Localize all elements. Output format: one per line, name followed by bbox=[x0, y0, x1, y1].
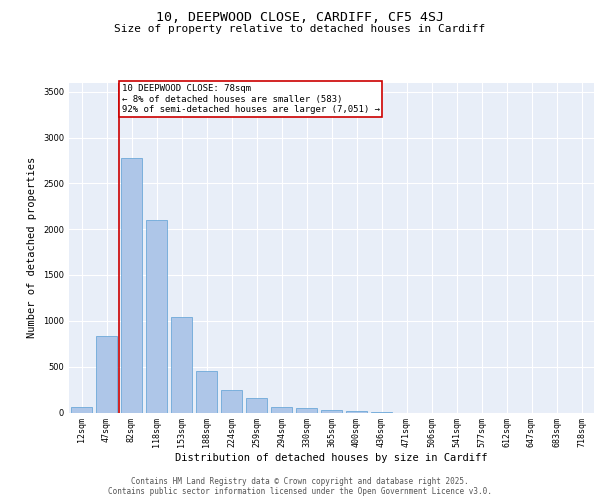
Bar bbox=[121, 158, 142, 412]
Bar bbox=[271, 408, 292, 412]
Text: 10 DEEPWOOD CLOSE: 78sqm
← 8% of detached houses are smaller (583)
92% of semi-d: 10 DEEPWOOD CLOSE: 78sqm ← 8% of detache… bbox=[121, 84, 380, 114]
Bar bbox=[246, 398, 267, 412]
Bar bbox=[221, 390, 242, 412]
Bar bbox=[296, 408, 317, 412]
Bar bbox=[321, 410, 342, 412]
Text: Contains HM Land Registry data © Crown copyright and database right 2025.
Contai: Contains HM Land Registry data © Crown c… bbox=[108, 476, 492, 496]
X-axis label: Distribution of detached houses by size in Cardiff: Distribution of detached houses by size … bbox=[175, 453, 488, 463]
Bar bbox=[171, 317, 192, 412]
Text: 10, DEEPWOOD CLOSE, CARDIFF, CF5 4SJ: 10, DEEPWOOD CLOSE, CARDIFF, CF5 4SJ bbox=[156, 11, 444, 24]
Bar bbox=[71, 408, 92, 412]
Text: Size of property relative to detached houses in Cardiff: Size of property relative to detached ho… bbox=[115, 24, 485, 34]
Bar bbox=[346, 411, 367, 412]
Y-axis label: Number of detached properties: Number of detached properties bbox=[28, 157, 37, 338]
Bar bbox=[96, 336, 117, 412]
Bar bbox=[196, 371, 217, 412]
Bar bbox=[146, 220, 167, 412]
